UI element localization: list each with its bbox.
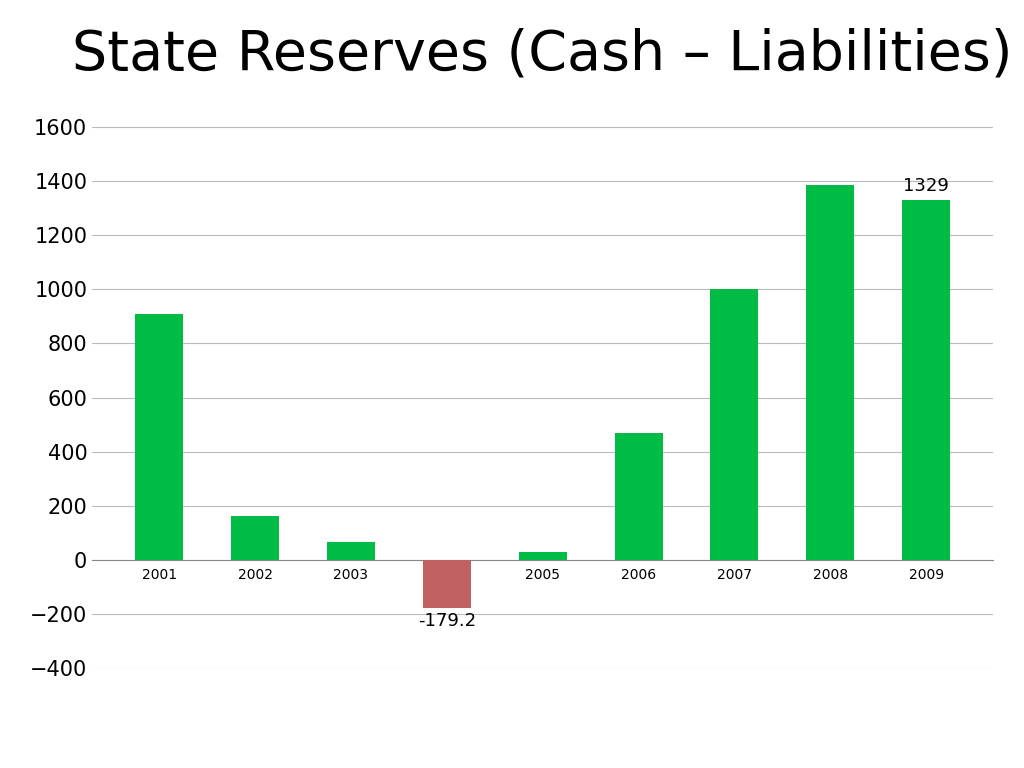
Bar bbox=[423, 560, 471, 608]
Bar bbox=[711, 290, 759, 560]
Bar bbox=[614, 433, 663, 560]
Title: State Reserves (Cash – Liabilities): State Reserves (Cash – Liabilities) bbox=[73, 28, 1013, 81]
Bar bbox=[135, 313, 183, 560]
Bar bbox=[519, 552, 566, 560]
Text: -179.2: -179.2 bbox=[418, 611, 476, 630]
Text: 1329: 1329 bbox=[903, 177, 949, 195]
Bar bbox=[806, 184, 854, 560]
Bar bbox=[231, 516, 280, 560]
Bar bbox=[327, 542, 375, 560]
Bar bbox=[902, 200, 950, 560]
